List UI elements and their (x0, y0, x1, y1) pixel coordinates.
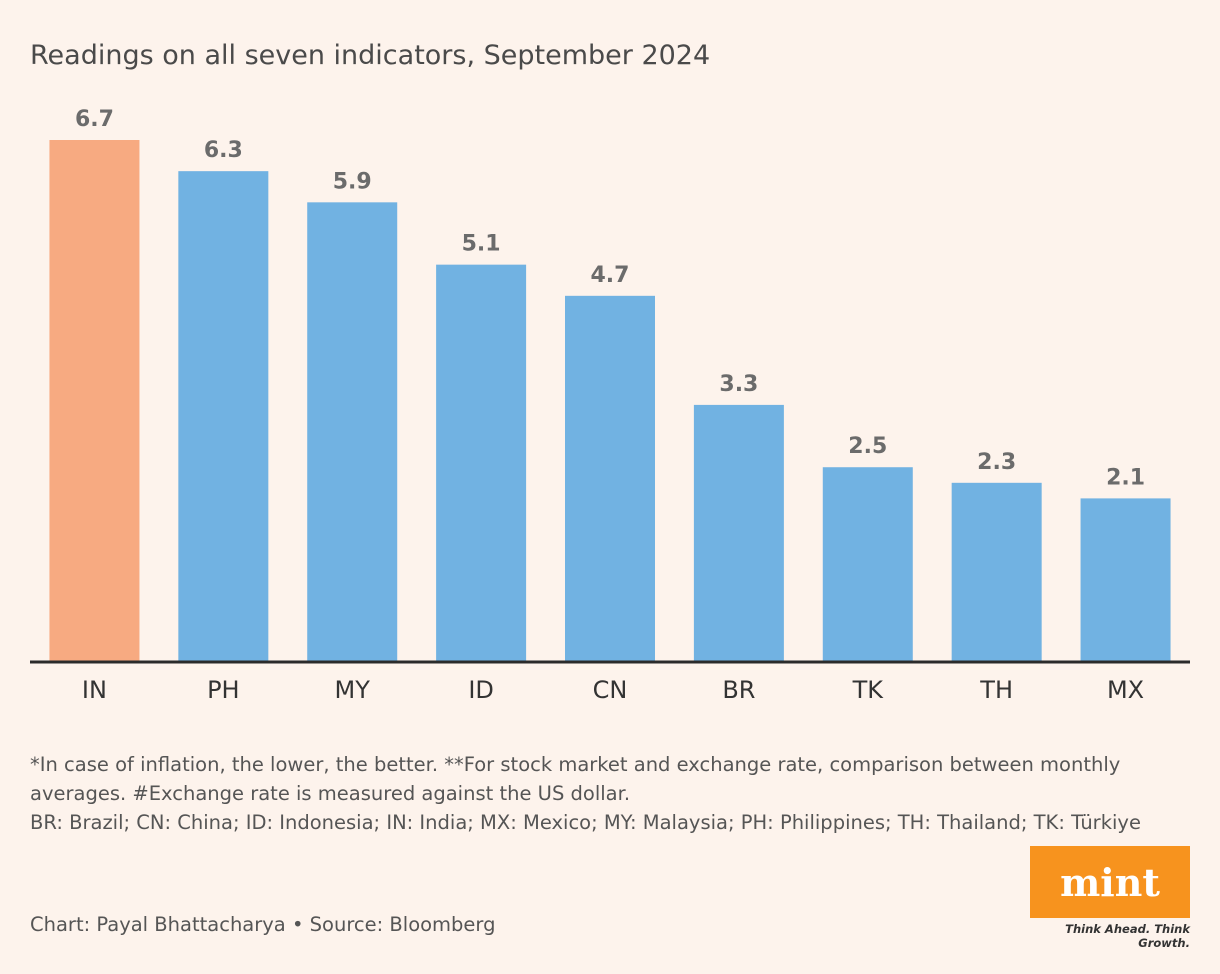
bar (49, 140, 140, 662)
x-tick-label: TK (852, 676, 885, 704)
chart-title: Readings on all seven indicators, Septem… (30, 40, 711, 71)
bar (822, 467, 913, 662)
note: BR: Brazil; CN: China; ID: Indonesia; IN… (30, 811, 1141, 834)
x-tick-label: TH (979, 676, 1013, 704)
value-label: 5.9 (333, 169, 372, 194)
notes: *In case of inflation, the lower, the be… (30, 750, 1170, 837)
bar (1080, 498, 1171, 662)
value-label: 4.7 (591, 263, 630, 288)
bar (951, 482, 1042, 662)
x-tick-label: MX (1107, 676, 1144, 704)
value-label: 6.3 (204, 138, 243, 163)
bar (693, 404, 784, 662)
value-label: 2.3 (977, 450, 1016, 475)
value-label: 5.1 (462, 232, 501, 257)
tagline: Think Ahead. Think Growth. (1065, 922, 1190, 950)
x-tick-label: CN (593, 676, 628, 704)
value-label: 6.7 (75, 107, 114, 132)
logo: mint (1030, 846, 1190, 918)
x-tick-label: ID (468, 676, 494, 704)
value-label: 2.1 (1106, 465, 1145, 490)
x-tick-label: IN (82, 676, 107, 704)
note: *In case of inflation, the lower, the be… (30, 753, 1121, 805)
value-label: 3.3 (719, 372, 758, 397)
credit: Chart: Payal Bhattacharya • Source: Bloo… (30, 913, 496, 936)
x-tick-label: MY (335, 676, 371, 704)
bar (436, 264, 527, 662)
bar (307, 202, 398, 662)
bar (565, 295, 655, 662)
x-tick-label: BR (722, 676, 755, 704)
bar (178, 171, 269, 662)
x-tick-label: PH (207, 676, 240, 704)
value-label: 2.5 (848, 434, 887, 459)
